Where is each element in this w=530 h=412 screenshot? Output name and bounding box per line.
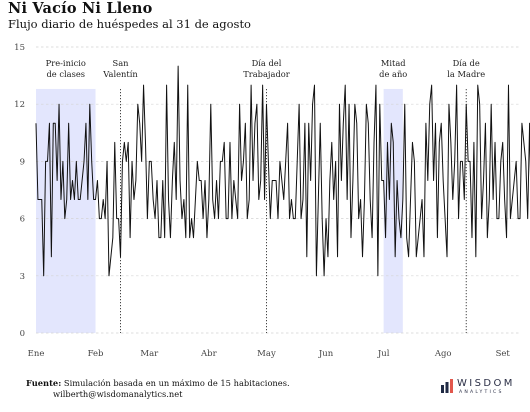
- source-text: Simulación basada en un máximo de 15 hab…: [63, 378, 290, 388]
- y-tick-label: 12: [14, 100, 25, 110]
- logo-name: WISDOM: [457, 378, 515, 389]
- chart-subtitle: Flujo diario de huéspedes al 31 de agost…: [8, 17, 251, 31]
- highlight-label: de clases: [47, 69, 86, 79]
- y-tick-label: 0: [20, 329, 25, 339]
- event-label: Trabajador: [243, 69, 290, 79]
- logo-mark-icon: [441, 379, 453, 393]
- x-tick-label: Set: [496, 349, 511, 359]
- contact-email: wilberth@wisdomanalytics.net: [53, 389, 183, 399]
- chart-title: Ni Vacío Ni Lleno: [8, 0, 153, 17]
- highlight-label: Pre-inicio: [46, 58, 86, 68]
- x-tick-label: May: [257, 349, 276, 359]
- event-label: Valentín: [102, 69, 138, 79]
- highlight-band: [383, 88, 403, 334]
- event-label: Día del: [252, 58, 282, 68]
- y-tick-label: 15: [14, 43, 25, 53]
- highlight-label: Mitad: [381, 58, 406, 68]
- x-tick-label: Abr: [200, 349, 218, 359]
- highlight-label: de año: [379, 69, 407, 79]
- x-tick-label: Jun: [318, 349, 334, 359]
- series-line: [35, 65, 530, 277]
- y-tick-label: 6: [20, 215, 25, 225]
- event-label: la Madre: [447, 69, 485, 79]
- x-tick-label: Ene: [28, 349, 45, 359]
- y-tick-label: 3: [20, 272, 25, 282]
- logo-tagline: ANALYTICS: [459, 390, 504, 395]
- wisdom-analytics-logo: WISDOM ANALYTICS: [440, 377, 512, 399]
- x-tick-label: Jul: [377, 349, 390, 359]
- event-label: San: [113, 58, 130, 68]
- x-tick-label: Ago: [434, 349, 452, 359]
- x-tick-label: Mar: [140, 349, 159, 359]
- chart-footer: Fuente: Simulación basada en un máximo d…: [26, 378, 290, 400]
- x-tick-label: Feb: [88, 349, 104, 359]
- event-label: Día de: [453, 58, 480, 68]
- y-tick-label: 9: [20, 157, 25, 167]
- source-label: Fuente:: [26, 378, 62, 388]
